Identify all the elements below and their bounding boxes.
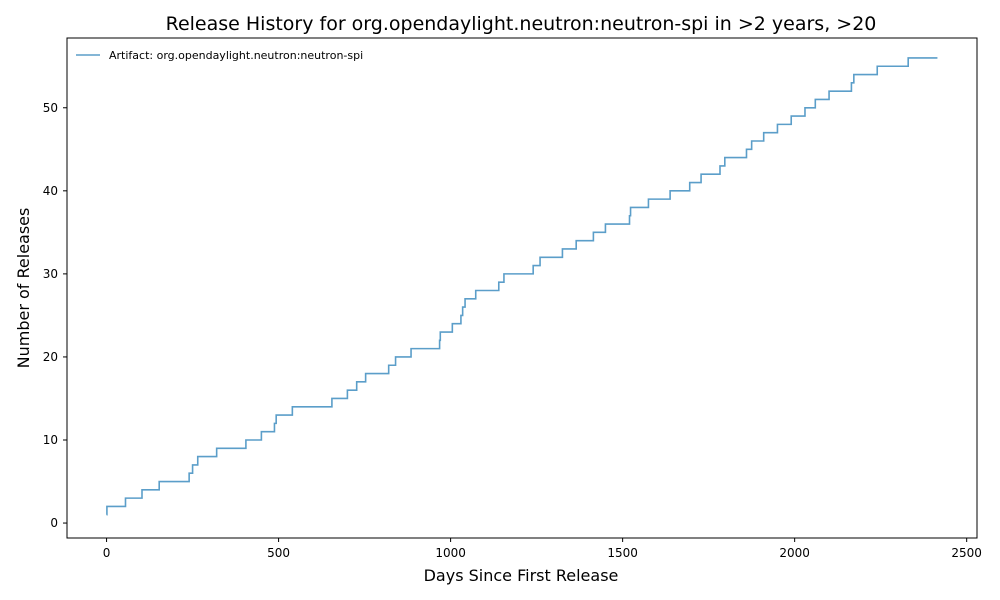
y-axis-label: Number of Releases xyxy=(14,208,33,369)
plot-frame xyxy=(66,37,978,539)
legend: Artifact: org.opendaylight.neutron:neutr… xyxy=(76,49,363,62)
x-axis-ticks: 0 500 1000 1500 2000 2500 xyxy=(103,538,982,560)
y-tick-label: 20 xyxy=(43,350,58,364)
chart-title: Release History for org.opendaylight.neu… xyxy=(166,13,877,35)
x-tick-label: 1000 xyxy=(435,546,466,560)
y-tick-label: 30 xyxy=(43,267,58,281)
y-tick-label: 10 xyxy=(43,433,58,447)
x-tick-label: 500 xyxy=(267,546,290,560)
y-axis-ticks: 0 10 20 30 40 50 xyxy=(43,101,67,530)
x-tick-label: 2500 xyxy=(951,546,982,560)
x-axis-label: Days Since First Release xyxy=(424,566,619,585)
y-tick-label: 50 xyxy=(43,101,58,115)
plot-area xyxy=(66,37,978,539)
legend-label: Artifact: org.opendaylight.neutron:neutr… xyxy=(109,49,363,62)
x-tick-label: 2000 xyxy=(779,546,810,560)
series-line-0 xyxy=(106,57,938,516)
y-tick-label: 0 xyxy=(50,516,58,530)
x-tick-label: 0 xyxy=(103,546,111,560)
y-tick-label: 40 xyxy=(43,184,58,198)
x-tick-label: 1500 xyxy=(607,546,638,560)
